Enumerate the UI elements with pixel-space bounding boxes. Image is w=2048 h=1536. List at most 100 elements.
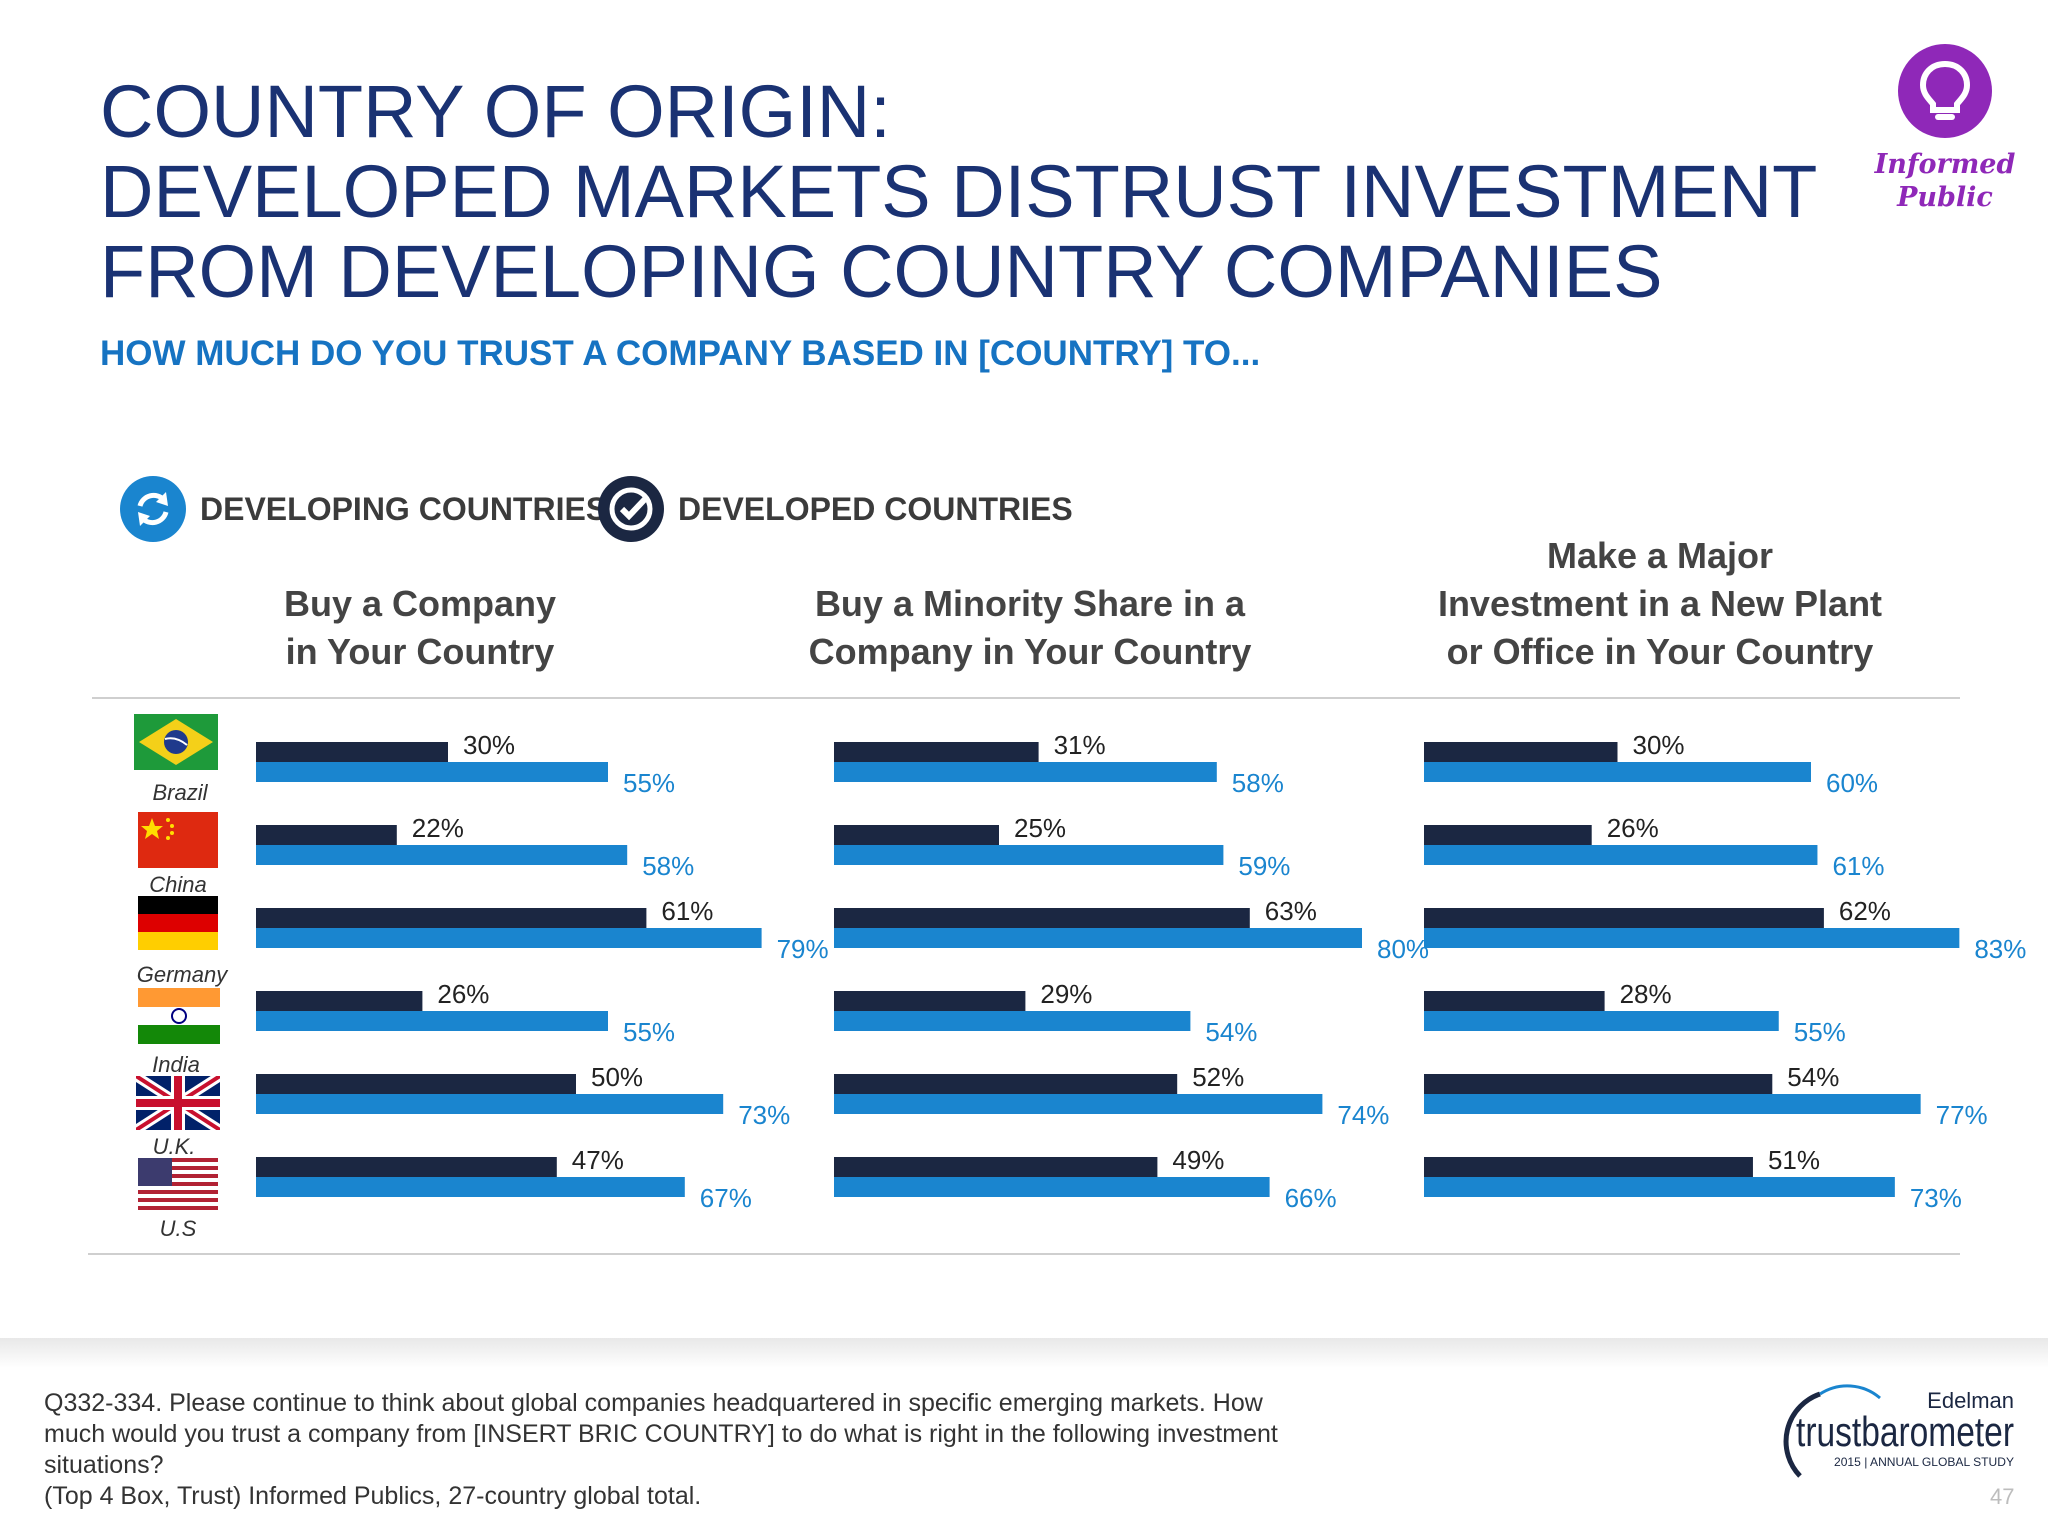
- bar-developed-uk: [1424, 1074, 1773, 1094]
- flag-india-icon: [138, 988, 220, 1049]
- informed-public-badge: Informed Public: [1860, 44, 2030, 214]
- column-title-line: Company in Your Country: [808, 631, 1252, 672]
- bar-developed-germany: [1424, 908, 1824, 928]
- bar-developed-brazil: [256, 742, 448, 762]
- flag-us-icon: [138, 1158, 218, 1215]
- brand-name: Edelman: [1927, 1388, 2014, 1413]
- label-developed-china: 26%: [1607, 813, 1659, 843]
- country-label-us: U.S: [159, 1216, 197, 1241]
- country-label-uk: U.K.: [152, 1134, 196, 1159]
- footnote-line: Q332-334. Please continue to think about…: [44, 1389, 1263, 1417]
- legend-developed: DEVELOPED COUNTRIES: [598, 474, 1073, 544]
- bar-developed-uk: [256, 1074, 576, 1094]
- label-developed-china: 22%: [412, 813, 464, 843]
- bar-developing-brazil: [834, 762, 1217, 782]
- bar-developed-germany: [256, 908, 647, 928]
- label-developing-china: 61%: [1832, 851, 1884, 881]
- label-developed-china: 25%: [1014, 813, 1066, 843]
- bar-developed-brazil: [1424, 742, 1618, 762]
- label-developing-germany: 79%: [777, 934, 829, 964]
- label-developing-us: 67%: [700, 1183, 752, 1213]
- column-title-major-investment: Make a Major Investment in a New Plant o…: [1380, 532, 1940, 676]
- bar-developing-germany: [1424, 928, 1960, 948]
- label-developing-uk: 77%: [1936, 1100, 1988, 1130]
- flag-brazil-icon: [134, 714, 218, 775]
- page-number: 47: [1990, 1484, 2015, 1509]
- bar-developed-china: [256, 825, 397, 845]
- country-label-china: China: [149, 872, 207, 897]
- column-title-line: Buy a Minority Share in a: [814, 583, 1246, 624]
- bar-developed-india: [1424, 991, 1605, 1011]
- label-developing-us: 73%: [1910, 1183, 1962, 1213]
- footnote-line: much would you trust a company from [INS…: [44, 1420, 1278, 1448]
- bar-developed-india: [834, 991, 1026, 1011]
- footer-shadow: [0, 1338, 2048, 1368]
- bar-developing-china: [1424, 845, 1818, 865]
- bar-developed-germany: [834, 908, 1250, 928]
- bar-developing-germany: [834, 928, 1362, 948]
- label-developed-us: 51%: [1768, 1145, 1820, 1175]
- bar-developing-us: [256, 1177, 685, 1197]
- bar-developing-india: [256, 1011, 608, 1031]
- bar-developing-germany: [256, 928, 762, 948]
- chart-bottom-divider: [88, 1253, 1960, 1255]
- column-title-line: Make a Major: [1546, 535, 1774, 576]
- column-title-line: in Your Country: [285, 631, 555, 672]
- label-developing-brazil: 55%: [623, 768, 675, 798]
- column-title-buy-company: Buy a Company in Your Country: [190, 532, 650, 676]
- label-developed-brazil: 30%: [1633, 730, 1685, 760]
- footnote-line: situations?: [44, 1451, 164, 1479]
- label-developing-china: 59%: [1238, 851, 1290, 881]
- label-developed-brazil: 31%: [1054, 730, 1106, 760]
- flag-germany-icon: [138, 896, 218, 955]
- label-developing-india: 55%: [623, 1017, 675, 1047]
- label-developed-germany: 61%: [661, 896, 713, 926]
- label-developed-uk: 54%: [1787, 1062, 1839, 1092]
- label-developing-brazil: 58%: [1232, 768, 1284, 798]
- bar-developed-brazil: [834, 742, 1039, 762]
- chart-question-subtitle: HOW MUCH DO YOU TRUST A COMPANY BASED IN…: [100, 334, 1261, 373]
- title-line-3: FROM DEVELOPING COUNTRY COMPANIES: [100, 230, 1663, 313]
- header-divider: [92, 697, 1960, 699]
- label-developing-germany: 80%: [1377, 934, 1429, 964]
- bar-developing-india: [1424, 1011, 1779, 1031]
- bar-developing-uk: [1424, 1094, 1921, 1114]
- bar-developed-us: [834, 1157, 1158, 1177]
- bar-developing-us: [1424, 1177, 1895, 1197]
- label-developing-india: 55%: [1794, 1017, 1846, 1047]
- label-developing-india: 54%: [1205, 1017, 1257, 1047]
- bar-developed-us: [256, 1157, 557, 1177]
- bar-developing-india: [834, 1011, 1191, 1031]
- bar-developed-india: [256, 991, 423, 1011]
- label-developed-uk: 50%: [591, 1062, 643, 1092]
- label-developed-india: 29%: [1040, 979, 1092, 1009]
- label-developed-us: 49%: [1172, 1145, 1224, 1175]
- label-developed-germany: 62%: [1839, 896, 1891, 926]
- label-developed-uk: 52%: [1192, 1062, 1244, 1092]
- brand-tagline: 2015 | ANNUAL GLOBAL STUDY: [1834, 1455, 2014, 1469]
- flag-china-icon: [138, 812, 218, 873]
- legend-developing-label: DEVELOPING COUNTRIES: [200, 490, 608, 527]
- label-developing-us: 66%: [1285, 1183, 1337, 1213]
- bar-developing-uk: [256, 1094, 724, 1114]
- refresh-cycle-icon: [120, 476, 186, 542]
- label-developing-germany: 83%: [1974, 934, 2026, 964]
- label-developing-china: 58%: [642, 851, 694, 881]
- legend-developed-label: DEVELOPED COUNTRIES: [678, 490, 1073, 527]
- bar-developed-china: [1424, 825, 1592, 845]
- bar-developing-brazil: [256, 762, 608, 782]
- country-label-germany: Germany: [136, 962, 228, 987]
- bar-developed-uk: [834, 1074, 1178, 1094]
- label-developing-brazil: 60%: [1826, 768, 1878, 798]
- label-developing-uk: 74%: [1337, 1100, 1389, 1130]
- label-developed-germany: 63%: [1265, 896, 1317, 926]
- label-developed-us: 47%: [572, 1145, 624, 1175]
- column-title-line: Investment in a New Plant: [1437, 583, 1883, 624]
- footnote-line: (Top 4 Box, Trust) Informed Publics, 27-…: [44, 1482, 702, 1510]
- label-developing-uk: 73%: [738, 1100, 790, 1130]
- bar-developed-china: [834, 825, 999, 845]
- badge-line-2: Public: [1897, 182, 1993, 213]
- bar-developing-uk: [834, 1094, 1323, 1114]
- label-developed-india: 28%: [1620, 979, 1672, 1009]
